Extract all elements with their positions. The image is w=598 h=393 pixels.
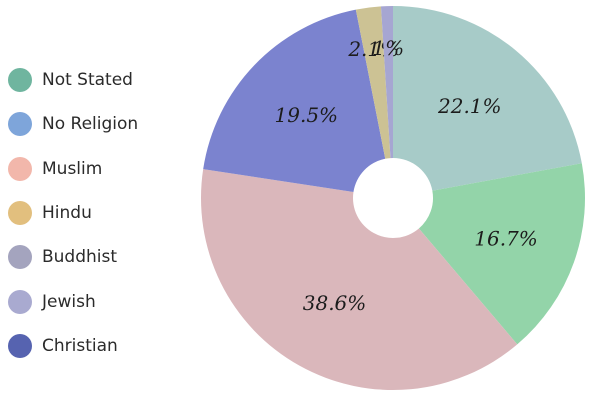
- donut-slice: [393, 6, 582, 191]
- legend-item: Muslim: [8, 147, 178, 191]
- legend-item: Not Stated: [8, 58, 178, 102]
- legend-swatch: [8, 68, 32, 93]
- legend-swatch: [8, 112, 32, 137]
- legend-swatch: [8, 333, 32, 358]
- donut-slice: [355, 6, 391, 159]
- legend-swatch: [8, 289, 32, 314]
- legend: Not Stated No Religion Muslim Hindu Buddhist…: [8, 58, 178, 368]
- slice-value-label: 19.5%: [275, 103, 339, 127]
- donut-slice: [203, 9, 386, 192]
- donut-chart: 22.1%16.7%38.6%19.5%2.1%1%: [200, 6, 585, 391]
- legend-item: Christian: [8, 324, 178, 368]
- slice-value-label: 16.7%: [474, 226, 538, 250]
- legend-swatch: [8, 245, 32, 270]
- slice-value-label: 1%: [372, 36, 404, 60]
- legend-label: Buddhist: [42, 247, 118, 268]
- slice-value-label: 22.1%: [437, 94, 502, 118]
- legend-label: Christian: [42, 335, 118, 356]
- donut-slice: [200, 169, 518, 391]
- legend-item: No Religion: [8, 102, 178, 146]
- legend-swatch: [8, 201, 32, 226]
- legend-label: No Religion: [42, 114, 139, 135]
- legend-label: Hindu: [42, 203, 92, 224]
- donut-slice: [380, 6, 393, 159]
- legend-label: Jewish: [42, 291, 96, 312]
- legend-label: Muslim: [42, 158, 103, 179]
- legend-item: Hindu: [8, 191, 178, 235]
- legend-swatch: [8, 156, 32, 181]
- donut-slice: [418, 163, 585, 345]
- legend-label: Not Stated: [42, 70, 133, 91]
- slice-value-label: 38.6%: [303, 291, 367, 315]
- legend-item: Buddhist: [8, 235, 178, 279]
- legend-item: Jewish: [8, 279, 178, 323]
